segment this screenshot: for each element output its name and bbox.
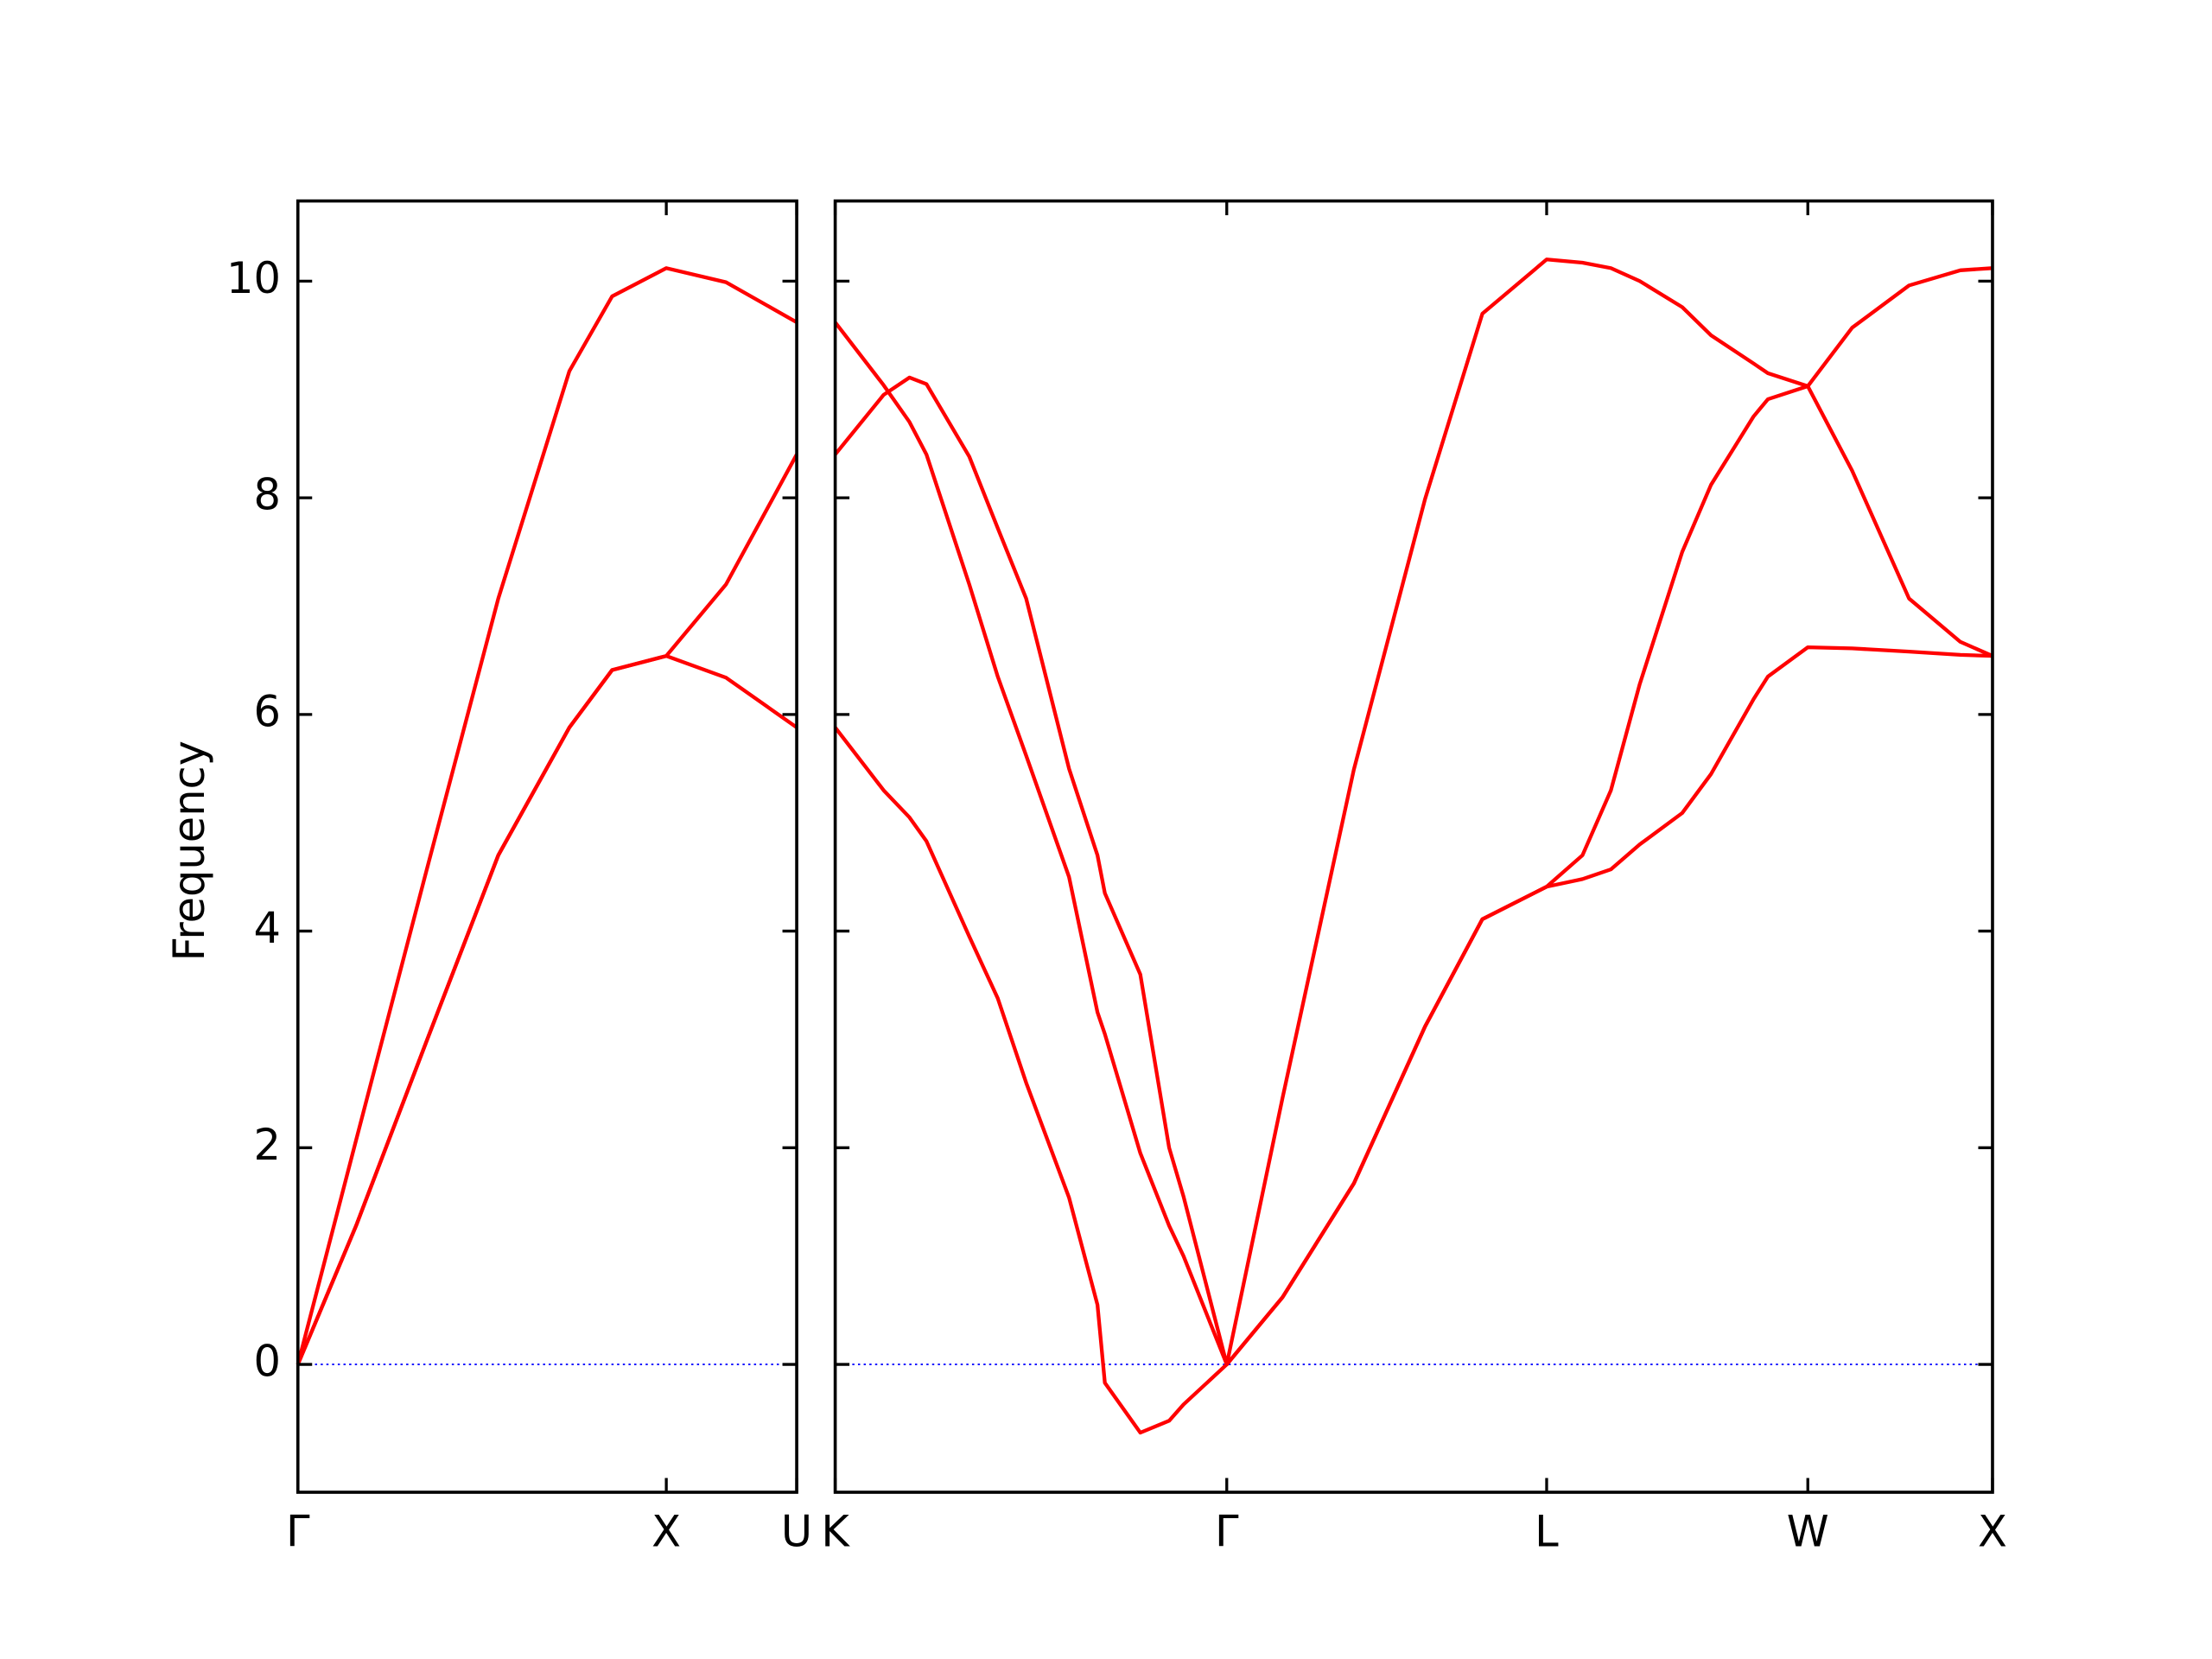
x-tick-label: Γ [286,1507,310,1557]
x-tick-label: W [1787,1507,1829,1557]
band-line [296,266,798,1365]
y-tick-label: 8 [253,470,280,520]
x-tick-label: U [781,1507,812,1557]
y-tick-label: 4 [253,903,280,953]
x-tick-label: K [821,1507,850,1557]
plot-frame [296,199,798,1494]
y-tick-label: 0 [253,1337,280,1387]
x-tick-label: L [1535,1507,1559,1557]
band-line [833,257,1993,1367]
x-tick-label: Γ [1215,1507,1239,1557]
y-tick-label: 2 [253,1120,280,1170]
y-axis-label: Frequency [164,741,214,962]
band-line [833,375,1993,1367]
x-tick-label: X [1978,1507,2007,1557]
x-tick-label: X [652,1507,681,1557]
y-tick-label: 10 [226,253,281,303]
plot-frame [833,199,1994,1494]
band-line [296,453,798,1365]
y-tick-label: 6 [253,686,280,736]
